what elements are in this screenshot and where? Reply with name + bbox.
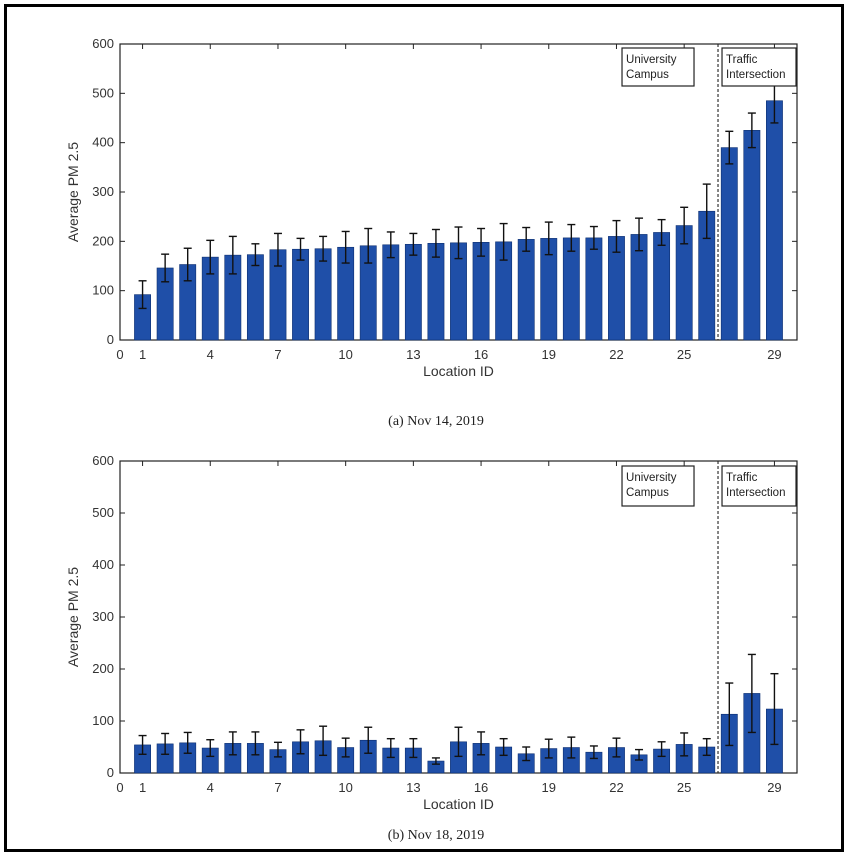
y-tick-label: 200	[92, 661, 114, 676]
x-tick-label: 25	[677, 780, 691, 795]
bar	[472, 242, 490, 341]
region-label-line: Campus	[626, 487, 669, 499]
panel-caption: (a) Nov 14, 2019	[388, 414, 484, 429]
bar	[743, 130, 761, 341]
bar	[766, 100, 783, 341]
x-tick-label: 1	[139, 347, 146, 362]
x-tick-label: 13	[406, 780, 420, 795]
x-tick-label: 16	[474, 780, 488, 795]
bar	[404, 243, 422, 341]
y-tick-label: 200	[92, 233, 114, 248]
y-axis-label: Average PM 2.5	[65, 142, 81, 242]
bar	[653, 232, 671, 341]
region-label-line: Traffic	[726, 54, 758, 66]
chart-panel-b: 0 100 200 300 400 500 600 0 1 4 7 10 13 16 19 22 25 29 Uni…	[65, 453, 798, 843]
y-tick-label: 300	[92, 184, 114, 199]
y-tick-label: 100	[92, 713, 114, 728]
region-label-line: University	[626, 472, 677, 484]
x-tick-label: 19	[542, 780, 556, 795]
region-label-line: Intersection	[726, 487, 785, 499]
x-tick-label: 1	[139, 780, 146, 795]
x-tick-label: 25	[677, 347, 691, 362]
y-tick-label: 400	[92, 557, 114, 572]
region-label-line: Traffic	[726, 472, 758, 484]
y-tick-label: 0	[107, 332, 114, 347]
x-tick-label: 10	[338, 347, 352, 362]
region-label-line: Intersection	[726, 69, 785, 81]
y-tick-label: 600	[92, 36, 114, 51]
y-tick-label: 600	[92, 453, 114, 468]
x-tick-label: 22	[609, 780, 623, 795]
x-axis-label: Location ID	[423, 363, 494, 379]
x-axis-label: Location ID	[423, 796, 494, 812]
x-tick-label: 29	[767, 347, 781, 362]
bar	[292, 248, 309, 341]
bar	[314, 248, 332, 341]
x-tick-label: 4	[207, 347, 214, 362]
y-tick-label: 300	[92, 609, 114, 624]
bar	[720, 147, 738, 341]
y-tick-label: 500	[92, 85, 114, 100]
x-tick-label: 22	[609, 347, 623, 362]
region-label-line: University	[626, 54, 677, 66]
x-tick-label: 29	[767, 780, 781, 795]
x-tick-label: 16	[474, 347, 488, 362]
bar	[585, 237, 603, 341]
x-tick-label: 7	[274, 780, 281, 795]
y-tick-label: 400	[92, 135, 114, 150]
y-tick-label: 500	[92, 505, 114, 520]
university-campus-box	[621, 47, 695, 87]
panel-caption: (b) Nov 18, 2019	[388, 828, 484, 843]
x-tick-label: 0	[116, 347, 123, 362]
plot-area	[119, 460, 798, 774]
x-tick-label: 4	[207, 780, 214, 795]
x-tick-label: 13	[406, 347, 420, 362]
traffic-intersection-box	[721, 465, 797, 507]
y-tick-label: 100	[92, 283, 114, 298]
bar	[562, 237, 580, 341]
y-axis-label: Average PM 2.5	[65, 567, 81, 667]
bar	[382, 244, 400, 341]
x-tick-label: 10	[338, 780, 352, 795]
x-tick-label: 0	[116, 780, 123, 795]
bar	[517, 239, 535, 341]
bar	[246, 254, 264, 341]
x-tick-label: 19	[542, 347, 556, 362]
x-tick-label: 7	[274, 347, 281, 362]
y-tick-label: 0	[107, 765, 114, 780]
traffic-intersection-box	[721, 47, 797, 87]
university-campus-box	[621, 465, 695, 507]
region-label-line: Campus	[626, 69, 669, 81]
chart-panel-a: 0 100 200 300 400 500 600 0 1 4 7 10 13 16 19 22 25 29 Uni…	[65, 36, 798, 429]
